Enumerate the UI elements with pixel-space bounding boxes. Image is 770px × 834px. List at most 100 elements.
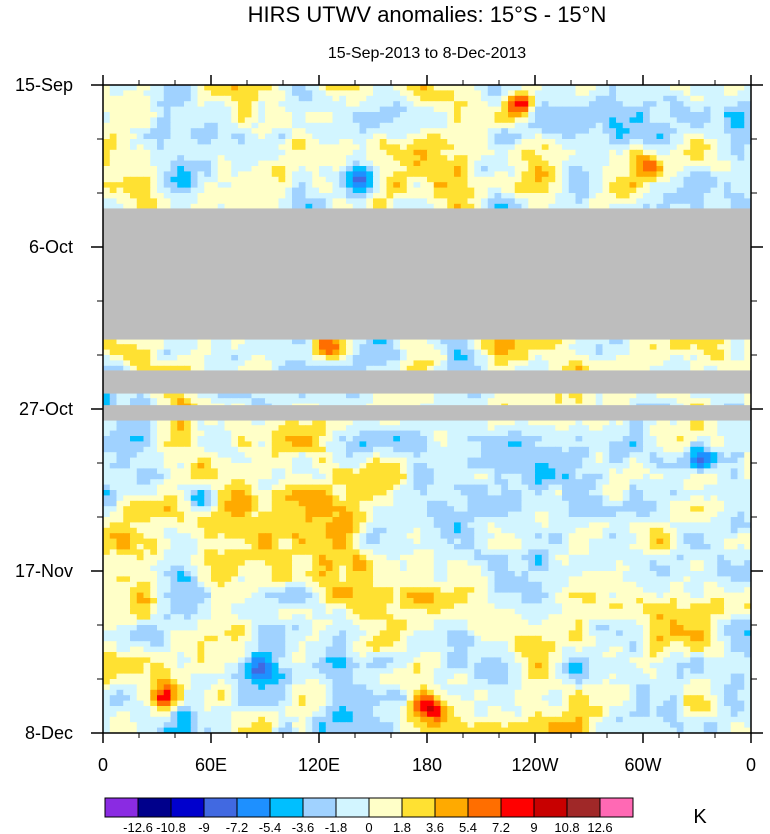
field-cell (170, 112, 178, 118)
field-cell (204, 106, 212, 113)
field-cell (460, 112, 469, 118)
field-cell (494, 360, 502, 367)
field-cell (352, 149, 361, 156)
field-cell (730, 187, 739, 194)
field-cell (265, 349, 273, 356)
field-cell (568, 133, 577, 140)
field-cell (433, 360, 442, 367)
field-cell (271, 155, 280, 162)
field-cell (393, 106, 401, 113)
field-cell (703, 122, 712, 129)
field-cell (568, 349, 577, 356)
field-cell (123, 117, 131, 124)
field-cell (454, 85, 462, 91)
field-cell (332, 144, 340, 151)
field-cell (481, 133, 489, 140)
field-cell (575, 198, 583, 205)
field-cell (656, 122, 664, 129)
field-cell (177, 155, 185, 162)
field-cell (319, 155, 327, 162)
field-cell (703, 203, 712, 210)
field-cell (231, 166, 239, 172)
field-cell (400, 149, 408, 156)
field-cell (150, 349, 158, 356)
field-cell (427, 112, 435, 118)
field-cell (717, 155, 725, 162)
field-cell (177, 160, 185, 167)
field-cell (697, 182, 705, 189)
field-cell (136, 122, 145, 129)
field-cell (595, 203, 604, 210)
field-cell (393, 144, 401, 151)
field-cell (555, 166, 563, 172)
field-cell (508, 355, 516, 361)
field-cell (325, 355, 334, 361)
field-cell (703, 187, 712, 194)
field-cell (177, 144, 185, 151)
field-cell (163, 139, 172, 145)
field-cell (265, 149, 273, 156)
field-cell (676, 355, 685, 361)
field-cell (730, 155, 739, 162)
field-cell (258, 128, 266, 135)
field-cell (454, 187, 462, 194)
field-cell (454, 198, 462, 205)
field-cell (231, 182, 239, 189)
field-cell (440, 360, 448, 367)
field-cell (258, 112, 266, 118)
field-cell (616, 171, 624, 178)
field-cell (737, 355, 745, 361)
field-cell (622, 182, 631, 189)
field-cell (481, 139, 489, 145)
field-cell (433, 122, 442, 129)
field-cell (568, 160, 577, 167)
field-cell (352, 128, 361, 135)
field-cell (643, 133, 651, 140)
field-cell (339, 160, 347, 167)
field-cell (427, 349, 435, 356)
field-cell (649, 133, 658, 140)
field-cell (312, 122, 320, 129)
field-cell (305, 193, 313, 199)
field-cell (143, 160, 151, 167)
field-cell (629, 85, 637, 91)
field-cell (602, 198, 610, 205)
field-cell (123, 344, 131, 351)
field-cell (710, 176, 718, 183)
field-cell (595, 349, 604, 356)
field-cell (143, 355, 151, 361)
field-cell (514, 133, 523, 140)
field-cell (211, 90, 219, 97)
field-cell (123, 155, 131, 162)
field-cell (346, 160, 354, 167)
field-cell (325, 144, 334, 151)
field-cell (528, 149, 536, 156)
field-cell (460, 203, 469, 210)
field-cell (400, 187, 408, 194)
field-cell (643, 182, 651, 189)
field-cell (312, 117, 320, 124)
field-cell (285, 338, 293, 345)
field-cell (271, 160, 280, 167)
field-cell (352, 360, 361, 367)
field-cell (622, 101, 631, 108)
field-cell (332, 112, 340, 118)
field-cell (703, 95, 712, 102)
field-cell (744, 155, 751, 162)
field-cell (157, 160, 165, 167)
field-cell (710, 344, 718, 351)
field-cell (420, 90, 428, 97)
field-cell (460, 122, 469, 129)
field-cell (332, 149, 340, 156)
field-cell (508, 160, 516, 167)
field-cell (494, 171, 502, 178)
field-cell (339, 182, 347, 189)
field-cell (305, 95, 313, 102)
field-cell (319, 344, 327, 351)
field-cell (177, 193, 185, 199)
field-cell (244, 133, 253, 140)
field-cell (575, 155, 583, 162)
field-cell (143, 203, 151, 210)
field-cell (474, 171, 482, 178)
field-cell (433, 338, 442, 345)
